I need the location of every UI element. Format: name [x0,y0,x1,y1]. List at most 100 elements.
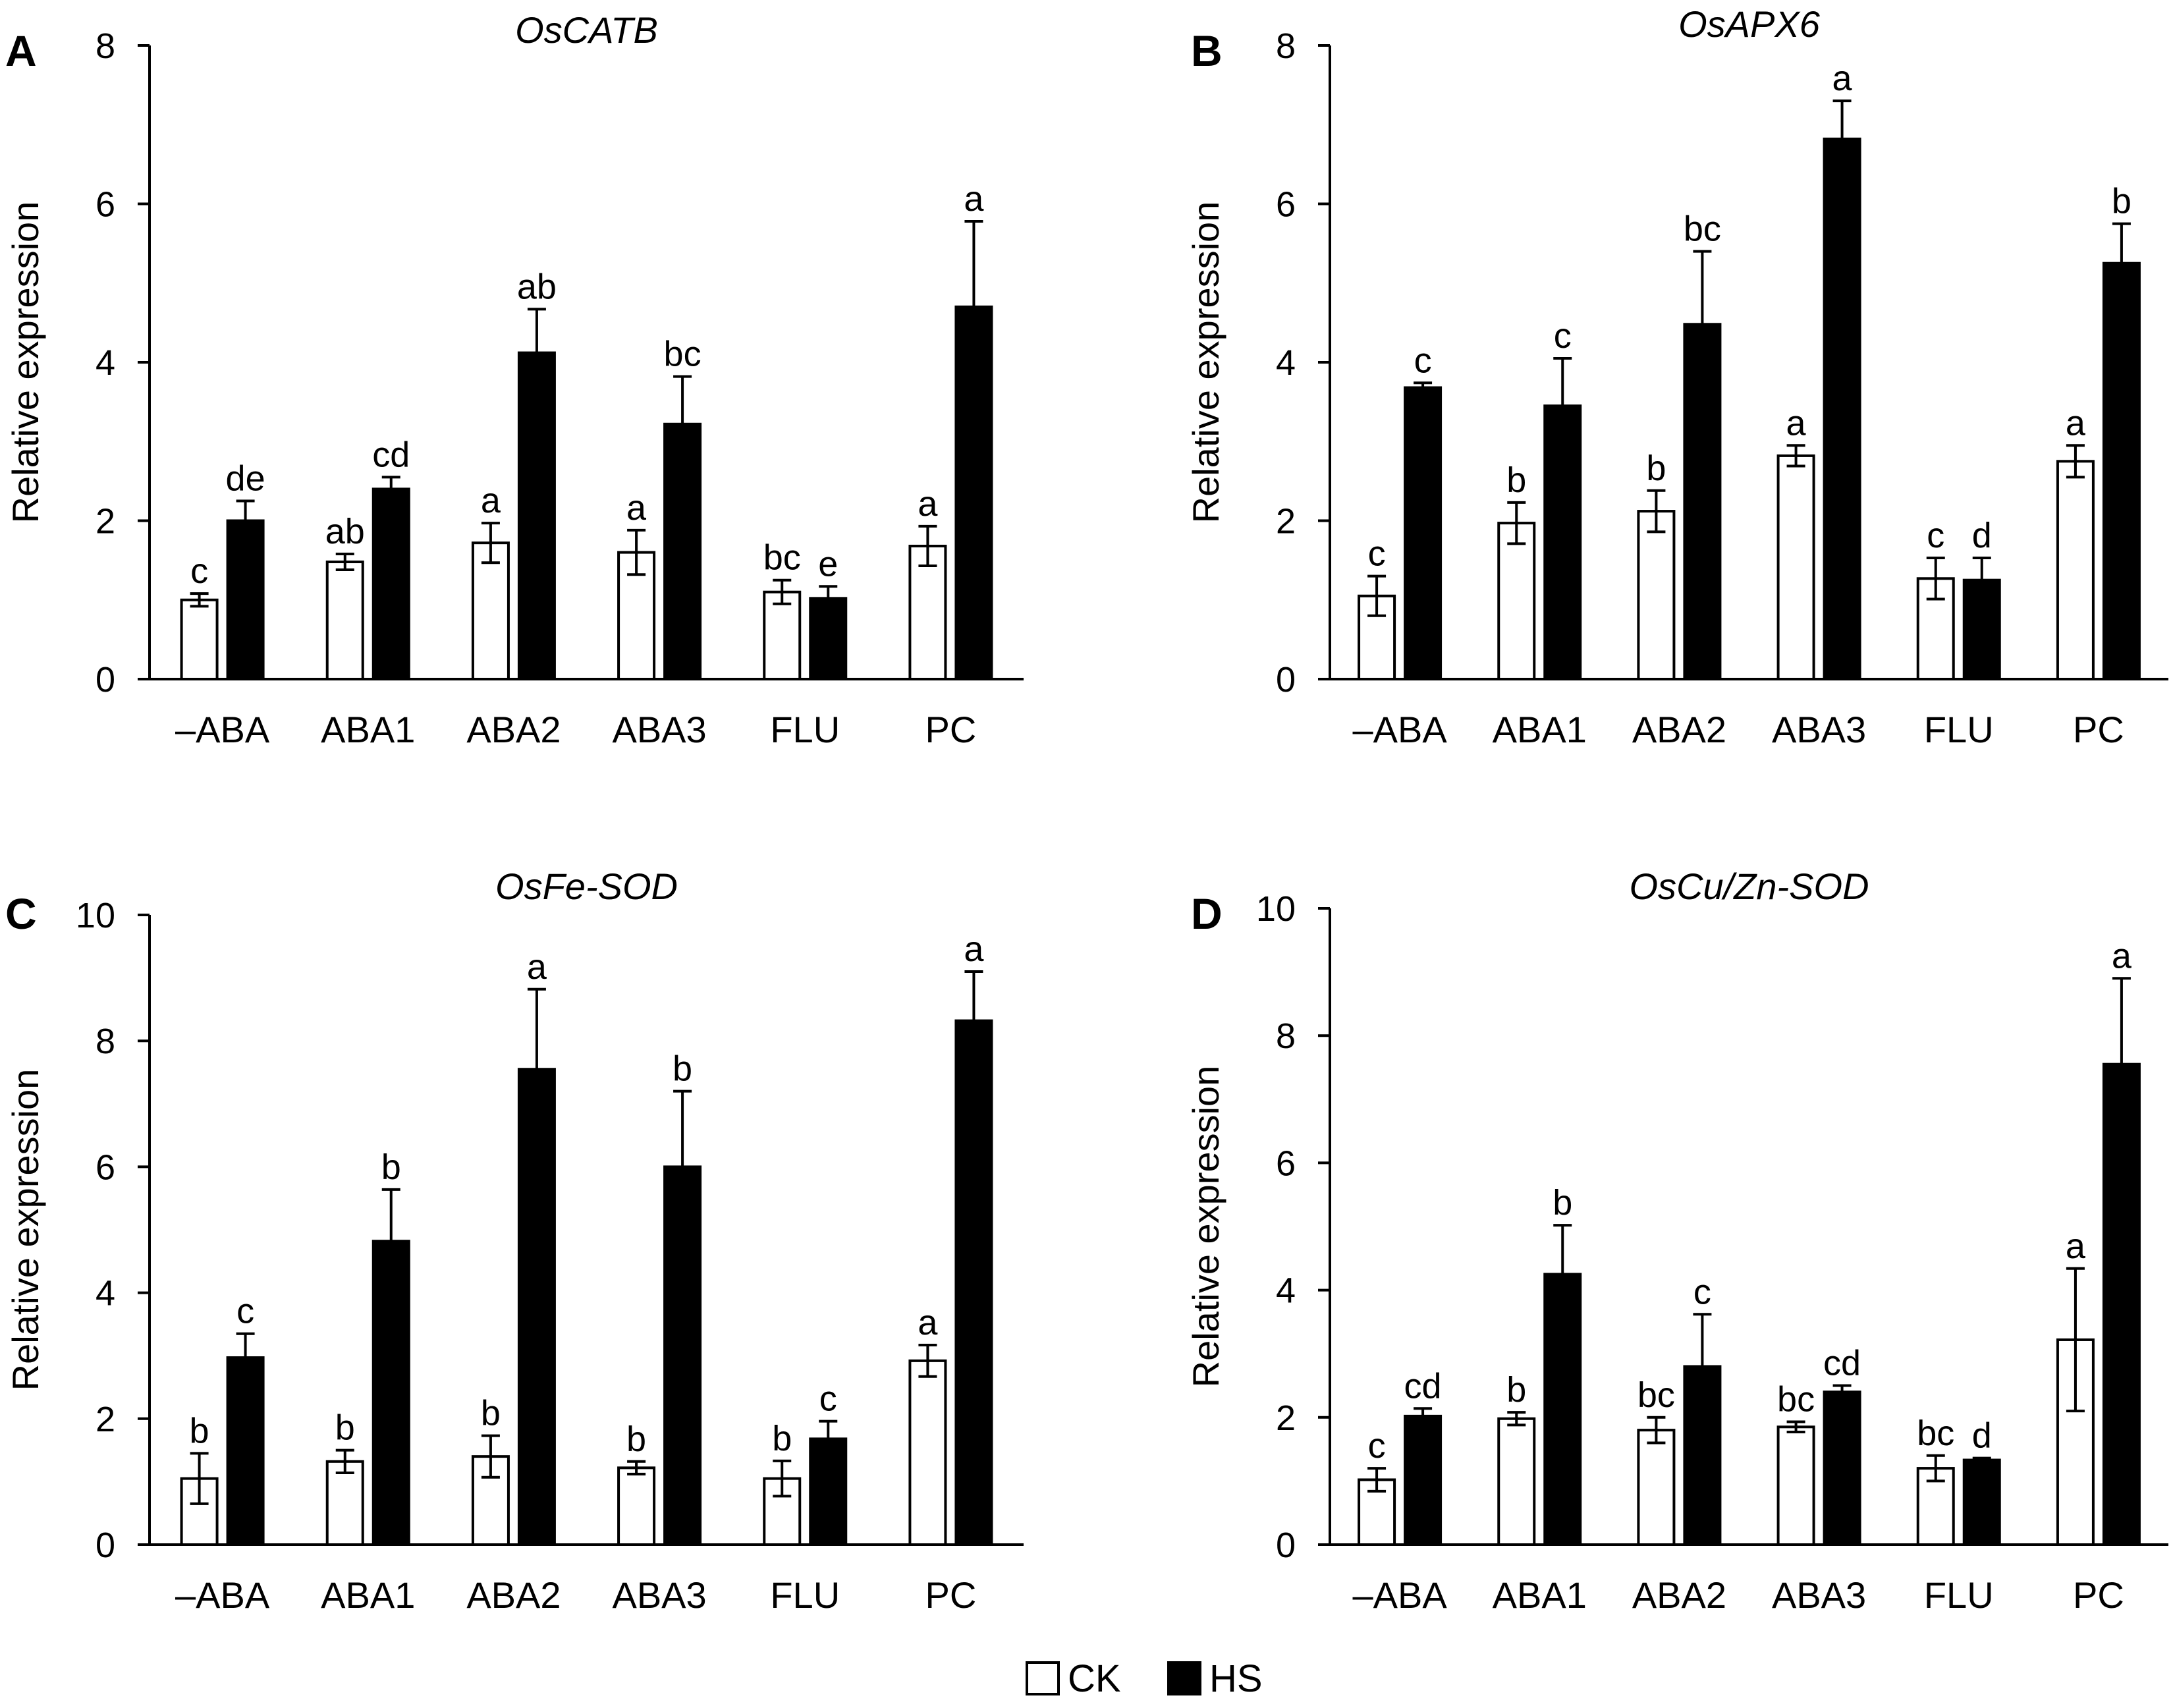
x-tick-label: ABA3 [612,709,706,750]
significance-letter: b [1553,1183,1572,1223]
error-bar [1553,1224,1572,1275]
bar-hs [1962,578,2001,680]
error-bar [1553,356,1572,406]
significance-letter: b [626,1419,646,1459]
bar-ck [1776,1425,1815,1547]
significance-letter: c [1368,534,1386,574]
y-tick-label: 0 [1276,1526,1296,1565]
x-tick-label: –ABA [175,1574,270,1616]
x-tick-label: ABA3 [1772,709,1866,750]
y-tick-label: 2 [96,1400,115,1439]
bar-hs [371,487,410,681]
y-tick-label: 4 [96,1274,115,1313]
significance-letter: e [818,544,838,584]
y-tick-label: 8 [96,26,115,66]
x-tick-label: ABA1 [1493,709,1587,750]
bar-hs [1823,137,1861,680]
significance-letter: a [964,929,984,969]
chart-panel-c: C OsFe-SOD Relative expression 0 2 4 6 8 10 –ABA b… [5,866,1024,1616]
x-tick-label: ABA2 [466,1574,561,1616]
error-bar [1507,1411,1526,1427]
y-tick-label: 0 [96,660,115,700]
bar-ck [1637,510,1676,680]
bar-ck [908,1359,947,1546]
bar-ck [1776,454,1815,681]
error-bar [1693,250,1712,325]
error-bar [964,970,983,1021]
y-tick-label: 10 [1256,889,1296,929]
significance-letter: bc [1777,1380,1815,1419]
significance-letter: bc [1917,1414,1954,1453]
error-bar [627,528,646,576]
error-bar [1367,1467,1387,1493]
error-bar [1926,557,1945,601]
bar-hs [663,422,702,680]
error-bar [1972,557,1991,580]
x-tick-label: ABA1 [1493,1574,1587,1616]
error-bar [1786,444,1805,468]
bar-ck [2056,460,2095,680]
significance-letter: bc [763,538,801,578]
significance-letter: de [226,458,265,498]
bar-ck [180,598,219,680]
significance-letter: ab [325,512,365,551]
y-axis-label: Relative expression [1185,202,1226,524]
error-bar [481,522,500,565]
error-bar [381,1188,400,1242]
bar-ck [325,561,364,681]
y-tick-label: 10 [76,896,115,935]
significance-letter: b [1506,1370,1526,1410]
error-bar [1832,99,1852,139]
error-bar [627,1460,646,1475]
chart-panel-b: B OsAPX6 Relative expression 0 2 4 6 8 –ABA c c ABA… [1185,3,2168,750]
bar-ck [1916,1467,1955,1547]
y-tick-label: 6 [96,1147,115,1187]
x-tick-label: ABA1 [321,709,415,750]
significance-letter: c [190,551,208,591]
bar-ck [763,590,802,680]
y-tick-label: 8 [1276,1016,1296,1056]
significance-letter: cd [1823,1344,1861,1383]
error-bar [2112,222,2131,263]
x-tick-label: PC [2073,709,2124,750]
significance-letter: c [819,1379,837,1419]
significance-letter: b [2112,182,2132,221]
y-tick-label: 2 [96,502,115,541]
bar-hs [954,1019,993,1547]
significance-letter: d [1972,1416,1992,1456]
bar-hs [1404,386,1443,680]
error-bar [190,1452,209,1505]
y-tick-label: 0 [96,1526,115,1565]
significance-letter: a [481,481,501,520]
panel-letter: A [5,26,37,75]
significance-letter: c [1368,1426,1386,1466]
significance-letter: a [2066,1226,2086,1266]
bar-hs [1683,323,1722,680]
error-bar [1647,489,1666,534]
legend-swatch-hs [1167,1661,1201,1695]
panel-letter: D [1191,889,1223,938]
x-tick-label: ABA1 [321,1574,415,1616]
y-tick-label: 6 [1276,1143,1296,1183]
x-tick-label: PC [925,709,977,750]
error-bar [335,553,354,572]
significance-letter: c [236,1292,254,1331]
bar-hs [1962,1458,2001,1546]
significance-letter: b [772,1419,792,1458]
significance-letter: c [1927,516,1944,555]
significance-letter: b [673,1049,692,1089]
y-tick-label: 6 [96,185,115,225]
error-bar [527,308,546,353]
y-tick-label: 8 [96,1022,115,1061]
error-bar [819,585,838,599]
error-bar [236,1332,255,1358]
error-bar [964,219,983,307]
bar-hs [1543,1273,1582,1546]
error-bar [2066,444,2085,479]
x-tick-label: –ABA [1352,709,1447,750]
significance-letter: a [918,484,938,524]
error-bar [190,592,209,608]
bar-hs [809,597,848,680]
significance-letter: a [527,947,547,987]
